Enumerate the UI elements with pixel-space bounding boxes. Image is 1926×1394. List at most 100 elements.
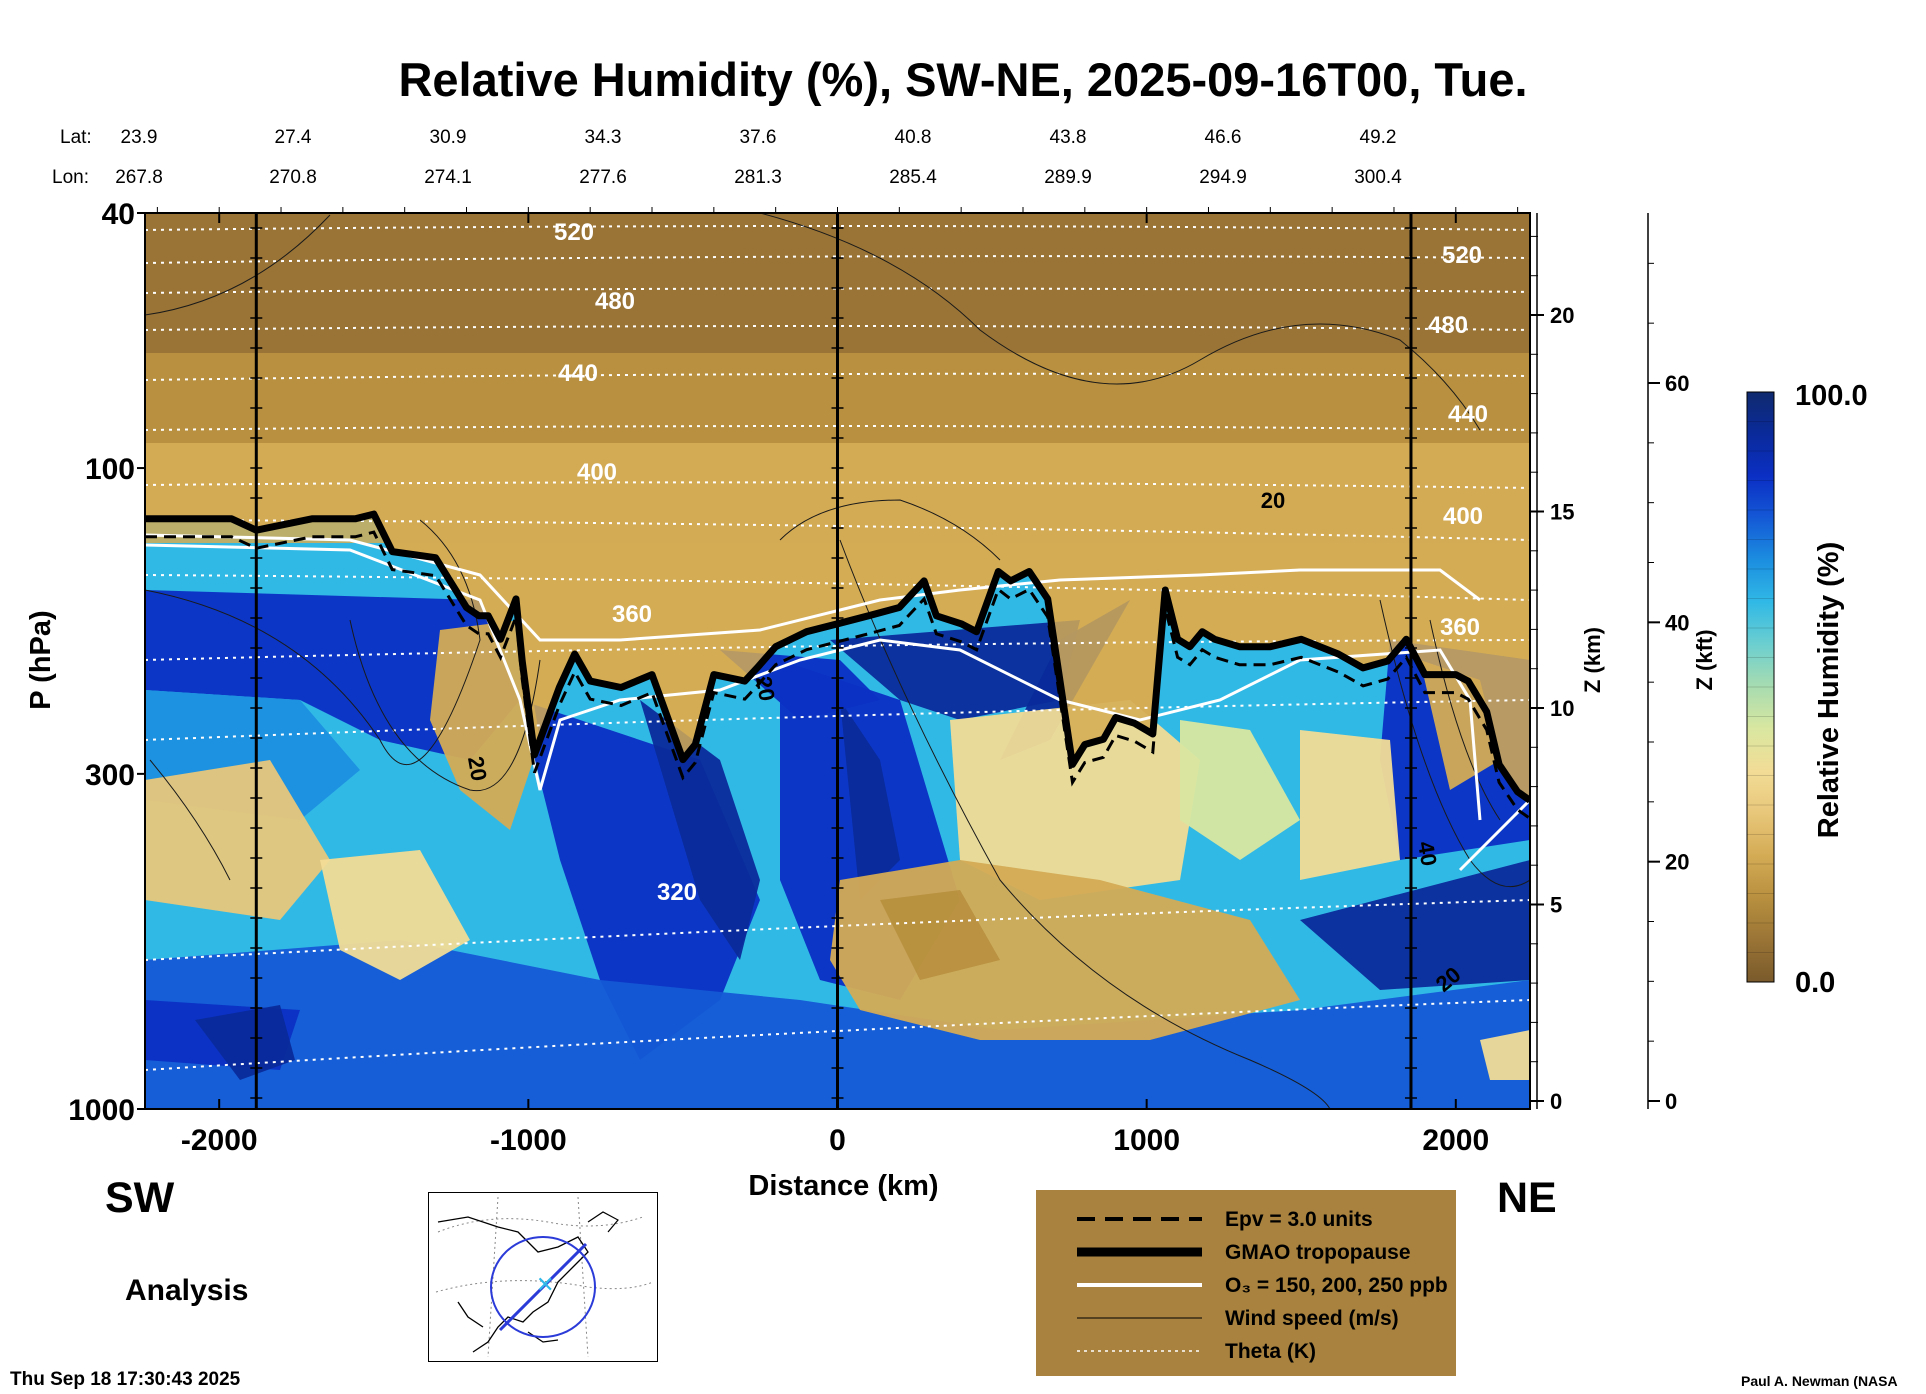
wind-contour bbox=[1429, 619, 1501, 821]
wind-label: 20 bbox=[751, 674, 780, 702]
lon-label: Lon: bbox=[52, 167, 89, 188]
lat-value: 37.6 bbox=[739, 127, 777, 148]
theta-label: 440 bbox=[558, 360, 598, 387]
z-km-tick-label: 0 bbox=[1550, 1089, 1562, 1114]
theta-label: 360 bbox=[612, 601, 652, 628]
theta-label: 320 bbox=[657, 879, 697, 906]
lat-value: 40.8 bbox=[894, 127, 932, 148]
y-tick-label: 40 bbox=[102, 198, 135, 231]
y-tick-label: 300 bbox=[85, 759, 135, 792]
credit-label: Paul A. Newman (NASA bbox=[1741, 1373, 1898, 1389]
z-kft-tick-label: 40 bbox=[1665, 610, 1689, 635]
lon-value: 270.8 bbox=[269, 167, 317, 188]
map-range-circle bbox=[490, 1236, 596, 1338]
theta-label: 400 bbox=[1443, 503, 1483, 530]
locator-map: ✕ bbox=[428, 1192, 658, 1362]
x-tick-label: 1000 bbox=[1113, 1124, 1180, 1157]
rh-field-region bbox=[1480, 1030, 1530, 1080]
plot-frame bbox=[144, 212, 1531, 1110]
rh-field-region bbox=[145, 760, 330, 920]
wind-contour bbox=[149, 759, 231, 881]
y-axis-label: P (hPa) bbox=[25, 610, 57, 709]
lon-value: 277.6 bbox=[579, 167, 627, 188]
theta-line bbox=[145, 372, 1530, 381]
map-graticule bbox=[437, 1216, 644, 1233]
z-kft-tick-label: 60 bbox=[1665, 371, 1689, 396]
rh-field-region bbox=[320, 850, 470, 980]
map-graticule bbox=[435, 1280, 654, 1293]
legend-ozone-label: O₃ = 150, 200, 250 ppb bbox=[1225, 1274, 1448, 1297]
lon-value: 289.9 bbox=[1044, 167, 1092, 188]
z-km-label: Z (km) bbox=[1580, 627, 1605, 693]
y-tick-label: 100 bbox=[85, 453, 135, 486]
rh-field-region bbox=[950, 700, 1200, 900]
rh-field-region bbox=[430, 620, 540, 830]
rh-field-region bbox=[1300, 860, 1530, 990]
locator-map-frame bbox=[428, 1192, 658, 1362]
plot-layer: 520 480 440 400 360 320 520 480 440 400 360 20 20 40 2… bbox=[145, 213, 1530, 1109]
colorbar-max-label: 100.0 bbox=[1795, 380, 1868, 412]
x-tick-label: 2000 bbox=[1422, 1124, 1489, 1157]
theta-line bbox=[145, 519, 1530, 541]
wind-label: 20 bbox=[463, 754, 492, 782]
epv-contour bbox=[145, 530, 1530, 820]
legend-row-tropopause: GMAO tropopause bbox=[1036, 1238, 1456, 1268]
legend-theta-label: Theta (K) bbox=[1225, 1340, 1316, 1363]
map-section-line bbox=[498, 1242, 588, 1332]
legend-tropopause-label: GMAO tropopause bbox=[1225, 1241, 1411, 1264]
theta-label: 520 bbox=[554, 219, 594, 246]
wind-contour bbox=[349, 619, 541, 792]
wind-contour bbox=[1379, 599, 1530, 888]
wind-contour bbox=[145, 519, 481, 766]
rh-field-region bbox=[145, 590, 520, 760]
rh-field-region bbox=[880, 890, 1000, 980]
ozone-contour bbox=[145, 543, 1482, 821]
lat-value: 34.3 bbox=[584, 127, 622, 148]
tropopause-line bbox=[145, 510, 1530, 804]
theta-label: 520 bbox=[1442, 242, 1482, 269]
map-graticule bbox=[487, 1196, 499, 1358]
theta-line bbox=[145, 481, 1530, 489]
z-km-tick-label: 10 bbox=[1550, 696, 1574, 721]
x-tick-label: -2000 bbox=[181, 1124, 258, 1157]
wind-contour bbox=[145, 214, 331, 316]
footer-timestamp: Thu Sep 18 17:30:43 2025 bbox=[10, 1369, 241, 1390]
z-km-tick-label: 20 bbox=[1550, 303, 1574, 328]
theta-label: 400 bbox=[577, 459, 617, 486]
colorbar bbox=[1746, 391, 1775, 983]
lon-value: 274.1 bbox=[424, 167, 472, 188]
y-tick-label: 1000 bbox=[68, 1094, 135, 1127]
colorbar-min-label: 0.0 bbox=[1795, 967, 1835, 999]
colorbar-layer: 100.0 0.0 Relative Humidity (%) bbox=[1746, 380, 1868, 999]
theta-label: 480 bbox=[595, 288, 635, 315]
x-tick-label: 0 bbox=[829, 1124, 846, 1157]
sw-label: SW bbox=[105, 1174, 175, 1222]
lon-value: 300.4 bbox=[1354, 167, 1402, 188]
theta-line bbox=[145, 325, 1530, 331]
lat-value: 23.9 bbox=[120, 127, 158, 148]
theta-line bbox=[145, 425, 1530, 431]
rh-field-region bbox=[1300, 730, 1400, 880]
theta-label: 480 bbox=[1428, 312, 1468, 339]
wind-label: 20 bbox=[1261, 488, 1285, 513]
lon-value: 285.4 bbox=[889, 167, 937, 188]
x-tick-label: -1000 bbox=[490, 1124, 567, 1157]
ne-label: NE bbox=[1497, 1174, 1557, 1222]
legend-row-wind: Wind speed (m/s) bbox=[1036, 1304, 1456, 1334]
rh-field-region bbox=[1180, 720, 1300, 860]
colorbar-label: Relative Humidity (%) bbox=[1813, 542, 1845, 839]
z-kft-tick-label: 0 bbox=[1665, 1089, 1677, 1114]
lat-value: 46.6 bbox=[1204, 127, 1242, 148]
rh-field-region bbox=[195, 1005, 295, 1080]
x-axis-label: Distance (km) bbox=[748, 1170, 938, 1202]
legend: Epv = 3.0 units GMAO tropopause O₃ = 150… bbox=[1036, 1190, 1456, 1376]
legend-wind-label: Wind speed (m/s) bbox=[1225, 1307, 1399, 1330]
wind-contour bbox=[759, 213, 1481, 431]
lat-value: 30.9 bbox=[429, 127, 467, 148]
ozone-contour bbox=[145, 533, 1481, 642]
wind-contour bbox=[839, 539, 1331, 1109]
lon-value: 294.9 bbox=[1199, 167, 1247, 188]
lat-value: 49.2 bbox=[1359, 127, 1397, 148]
